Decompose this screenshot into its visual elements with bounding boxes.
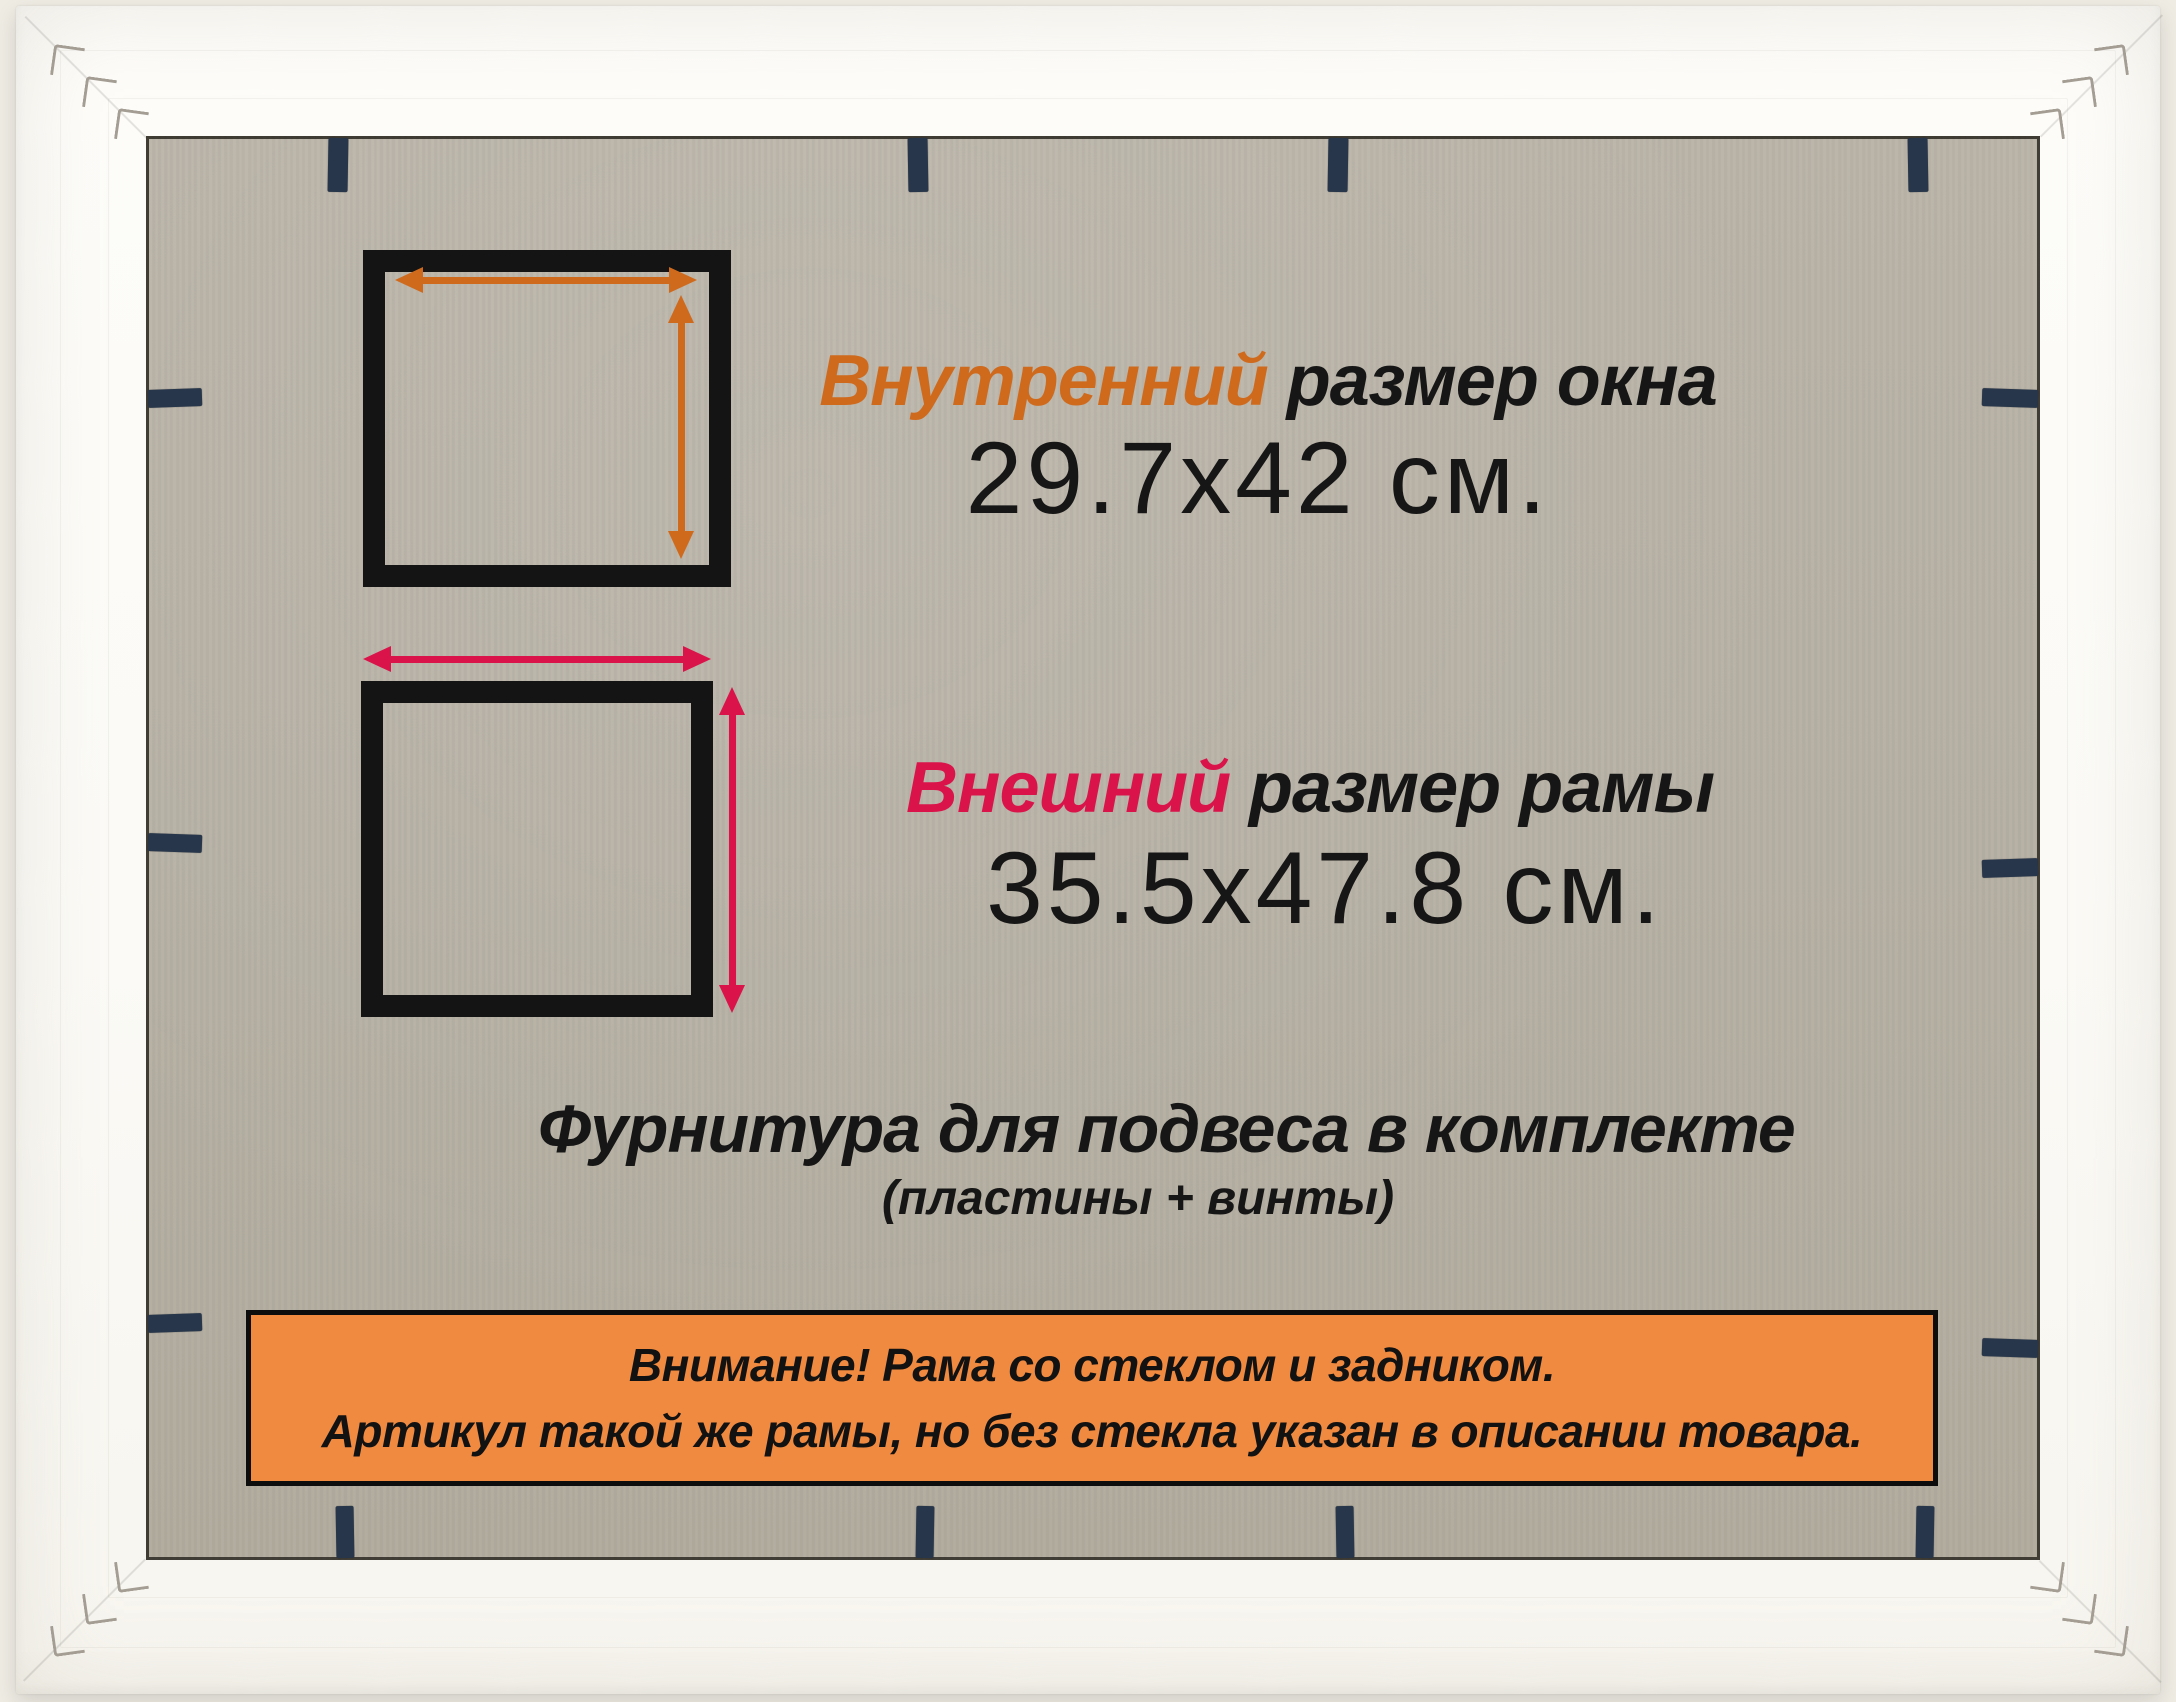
arrowhead xyxy=(719,985,745,1013)
inner-size-heading-rest: размер окна xyxy=(1267,341,1718,421)
outer-size-square-icon xyxy=(361,681,713,1017)
flexi-point-icon xyxy=(1981,388,2039,408)
inner-size-heading: Внутренний размер окна xyxy=(668,341,1868,421)
arrowhead xyxy=(363,646,391,672)
arrowhead xyxy=(668,295,694,323)
hardware-subtitle: (пластины + винты) xyxy=(881,1172,1395,1225)
corner-clip-icon xyxy=(49,43,86,80)
flexi-point-icon xyxy=(1327,137,1349,193)
corner-clip-icon xyxy=(81,1589,118,1626)
arrow-shaft xyxy=(728,715,736,985)
flexi-point-icon xyxy=(327,137,349,193)
inner-size-heading-accent: Внутренний xyxy=(819,341,1269,421)
outer-width-arrow-icon xyxy=(363,646,711,672)
corner-clip-icon xyxy=(2093,43,2130,80)
flexi-point-icon xyxy=(1915,1505,1935,1559)
notice-line-1: Внимание! Рама со стеклом и задником. xyxy=(628,1339,1556,1391)
corner-clip-icon xyxy=(2061,1589,2098,1626)
flexi-point-icon xyxy=(907,137,929,193)
arrow-shaft xyxy=(391,655,683,663)
corner-clip-icon xyxy=(81,75,118,112)
arrowhead xyxy=(669,267,697,293)
inner-size-square-icon xyxy=(363,250,731,587)
corner-clip-icon xyxy=(113,1557,150,1594)
corner-clip-icon xyxy=(2093,1621,2130,1658)
inner-size-value: 29.7x42 см. xyxy=(965,421,1551,535)
flexi-point-icon xyxy=(1981,1338,2039,1358)
inner-height-arrow-icon xyxy=(668,295,694,559)
arrow-shaft xyxy=(423,276,669,284)
hardware-title: Фурнитура для подвеса в комплекте xyxy=(538,1091,1796,1167)
flexi-point-icon xyxy=(1981,858,2039,878)
inner-width-arrow-icon xyxy=(395,267,697,293)
notice-line-2: Артикул такой же рамы, но без стекла ука… xyxy=(321,1405,1863,1457)
arrowhead xyxy=(395,267,423,293)
flexi-point-icon xyxy=(1907,137,1929,193)
flexi-point-icon xyxy=(915,1505,935,1559)
outer-size-heading-rest: размер рамы xyxy=(1230,748,1715,828)
outer-size-heading: Внешний размер рамы xyxy=(710,748,1910,828)
arrowhead xyxy=(719,687,745,715)
backing-board: Внутренний размер окна 29.7x42 см. Внешн… xyxy=(146,136,2040,1560)
flexi-point-icon xyxy=(147,833,203,853)
flexi-point-icon xyxy=(147,1313,203,1333)
corner-clip-icon xyxy=(2061,75,2098,112)
flexi-point-icon xyxy=(335,1505,355,1559)
arrow-shaft xyxy=(677,323,685,531)
notice-banner: Внимание! Рама со стеклом и задником. Ар… xyxy=(246,1310,1938,1486)
corner-clip-icon xyxy=(2029,1557,2066,1594)
arrowhead xyxy=(668,531,694,559)
outer-size-heading-accent: Внешний xyxy=(906,748,1231,828)
arrowhead xyxy=(683,646,711,672)
corner-clip-icon xyxy=(113,107,150,144)
flexi-point-icon xyxy=(1335,1505,1355,1559)
flexi-point-icon xyxy=(147,388,203,408)
outer-height-arrow-icon xyxy=(719,687,745,1013)
corner-clip-icon xyxy=(49,1621,86,1658)
outer-size-value: 35.5x47.8 см. xyxy=(986,831,1664,945)
